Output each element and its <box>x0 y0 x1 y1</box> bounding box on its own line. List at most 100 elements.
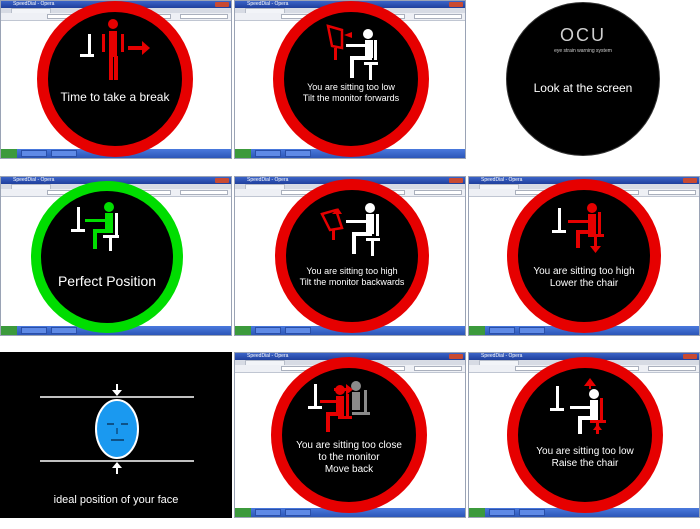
caption-line-1: ideal position of your face <box>53 494 179 506</box>
caption-line-1: You are sitting too low <box>536 446 634 457</box>
window-title: SpeedDial - Opera <box>13 1 55 7</box>
close-button[interactable] <box>449 2 463 7</box>
browser-window-perfect: SpeedDial - Opera Perfect Position <box>0 176 232 336</box>
status-circle-green: Perfect Position <box>31 181 183 333</box>
window-titlebar[interactable]: SpeedDial - Opera <box>1 177 231 184</box>
search-input[interactable] <box>414 14 462 19</box>
face-guide-lines <box>40 384 194 474</box>
caption-line-2: Lower the chair <box>549 278 619 289</box>
caption-line-1: You are sitting too close <box>296 440 402 451</box>
taskbar-item[interactable] <box>285 509 311 516</box>
close-button[interactable] <box>683 354 697 359</box>
browser-tab[interactable] <box>245 8 285 13</box>
raise-chair-figure-icon <box>550 378 606 434</box>
start-button[interactable] <box>1 149 17 158</box>
ocu-logo: OCU <box>560 25 606 45</box>
status-circle-red: You are sitting too low Raise the chair <box>507 357 663 513</box>
taskbar-item[interactable] <box>489 327 515 334</box>
search-input[interactable] <box>648 366 696 371</box>
start-button[interactable] <box>235 149 251 158</box>
caption: You are sitting too high Lower the chair <box>518 266 650 290</box>
window-title: SpeedDial - Opera <box>247 177 289 183</box>
lower-chair-figure-icon <box>552 203 604 253</box>
tile-look: OCU eye strain warning system Look at th… <box>468 0 700 159</box>
close-button[interactable] <box>683 178 697 183</box>
status-circle-red: You are sitting too low Tilt the monitor… <box>273 1 429 157</box>
break-figure-icon <box>80 19 150 80</box>
browser-tab[interactable] <box>245 360 285 365</box>
caption: You are sitting too low Tilt the monitor… <box>284 82 418 104</box>
start-button[interactable] <box>469 508 485 517</box>
browser-window-break: SpeedDial - Opera Time to take a break <box>0 0 232 159</box>
caption-line-2: Raise the chair <box>551 458 619 469</box>
search-input[interactable] <box>180 14 228 19</box>
search-input[interactable] <box>180 190 228 195</box>
window-title: SpeedDial - Opera <box>481 353 523 359</box>
start-button[interactable] <box>469 326 485 335</box>
browser-tab[interactable] <box>479 184 519 189</box>
caption: You are sitting too low Raise the chair <box>518 446 652 470</box>
taskbar-item[interactable] <box>519 327 545 334</box>
browser-window-too-high-tilt: SpeedDial - Opera You are sitting too hi… <box>234 176 466 336</box>
caption-line-1: Perfect Position <box>57 273 157 289</box>
browser-window-too-low-tilt: SpeedDial - Opera You are sitting too lo… <box>234 0 466 159</box>
caption: Time to take a break <box>48 90 182 104</box>
browser-tab[interactable] <box>11 184 51 189</box>
taskbar-item[interactable] <box>519 509 545 516</box>
too-low-figure-icon <box>326 24 378 80</box>
close-button[interactable] <box>215 2 229 7</box>
close-button[interactable] <box>449 178 463 183</box>
taskbar-item[interactable] <box>255 150 281 157</box>
logo-subtitle: eye strain warning system <box>554 48 612 54</box>
window-title: SpeedDial - Opera <box>247 1 289 7</box>
close-button[interactable] <box>215 178 229 183</box>
taskbar-item[interactable] <box>21 150 47 157</box>
status-circle-red: You are sitting too close to the monitor… <box>271 357 427 513</box>
start-button[interactable] <box>1 326 17 335</box>
caption: Look at the screen <box>507 81 659 95</box>
taskbar-item[interactable] <box>255 327 281 334</box>
browser-tab[interactable] <box>245 184 285 189</box>
start-button[interactable] <box>235 508 251 517</box>
window-titlebar[interactable]: SpeedDial - Opera <box>469 353 699 360</box>
status-circle-black: OCU eye strain warning system Look at th… <box>506 2 660 156</box>
perfect-figure-icon <box>71 202 119 251</box>
search-input[interactable] <box>648 190 696 195</box>
search-input[interactable] <box>414 366 462 371</box>
taskbar-item[interactable] <box>489 509 515 516</box>
browser-tab[interactable] <box>479 360 519 365</box>
window-title: SpeedDial - Opera <box>13 177 55 183</box>
start-button[interactable] <box>235 326 251 335</box>
too-high-figure-icon <box>320 203 380 256</box>
window-title: SpeedDial - Opera <box>481 177 523 183</box>
browser-window-too-close: SpeedDial - Opera You are sitting too cl… <box>234 352 466 518</box>
caption-line-3: Move back <box>324 464 374 475</box>
caption-line-2: Tilt the monitor backwards <box>299 277 405 287</box>
caption: You are sitting too high Tilt the monito… <box>286 266 418 288</box>
caption-line-1: You are sitting too high <box>306 266 398 276</box>
caption-line-1: You are sitting too low <box>307 82 395 92</box>
taskbar-item[interactable] <box>255 509 281 516</box>
taskbar-item[interactable] <box>51 150 77 157</box>
taskbar-item[interactable] <box>51 327 77 334</box>
status-circle-red: You are sitting too high Tilt the monito… <box>275 179 429 333</box>
taskbar-item[interactable] <box>285 150 311 157</box>
caption-line-2: Tilt the monitor forwards <box>302 93 400 103</box>
tile-face-position: ideal position of your face <box>0 352 232 518</box>
caption-line-1: Look at the screen <box>533 81 633 95</box>
taskbar-item[interactable] <box>285 327 311 334</box>
caption-line-2: to the monitor <box>318 452 380 463</box>
caption: You are sitting too close to the monitor… <box>282 440 416 476</box>
caption-line-1: You are sitting too high <box>533 266 635 277</box>
status-circle-red: Time to take a break <box>37 1 193 157</box>
taskbar-item[interactable] <box>21 327 47 334</box>
browser-window-too-low-chair: SpeedDial - Opera You are sitting too lo… <box>468 352 700 518</box>
status-circle-red: You are sitting too high Lower the chair <box>507 179 661 333</box>
too-close-figure-icon <box>308 381 370 432</box>
caption: ideal position of your face <box>0 494 232 506</box>
close-button[interactable] <box>449 354 463 359</box>
window-title: SpeedDial - Opera <box>247 353 289 359</box>
browser-tab[interactable] <box>11 8 51 13</box>
window-titlebar[interactable]: SpeedDial - Opera <box>235 353 465 360</box>
search-input[interactable] <box>414 190 462 195</box>
